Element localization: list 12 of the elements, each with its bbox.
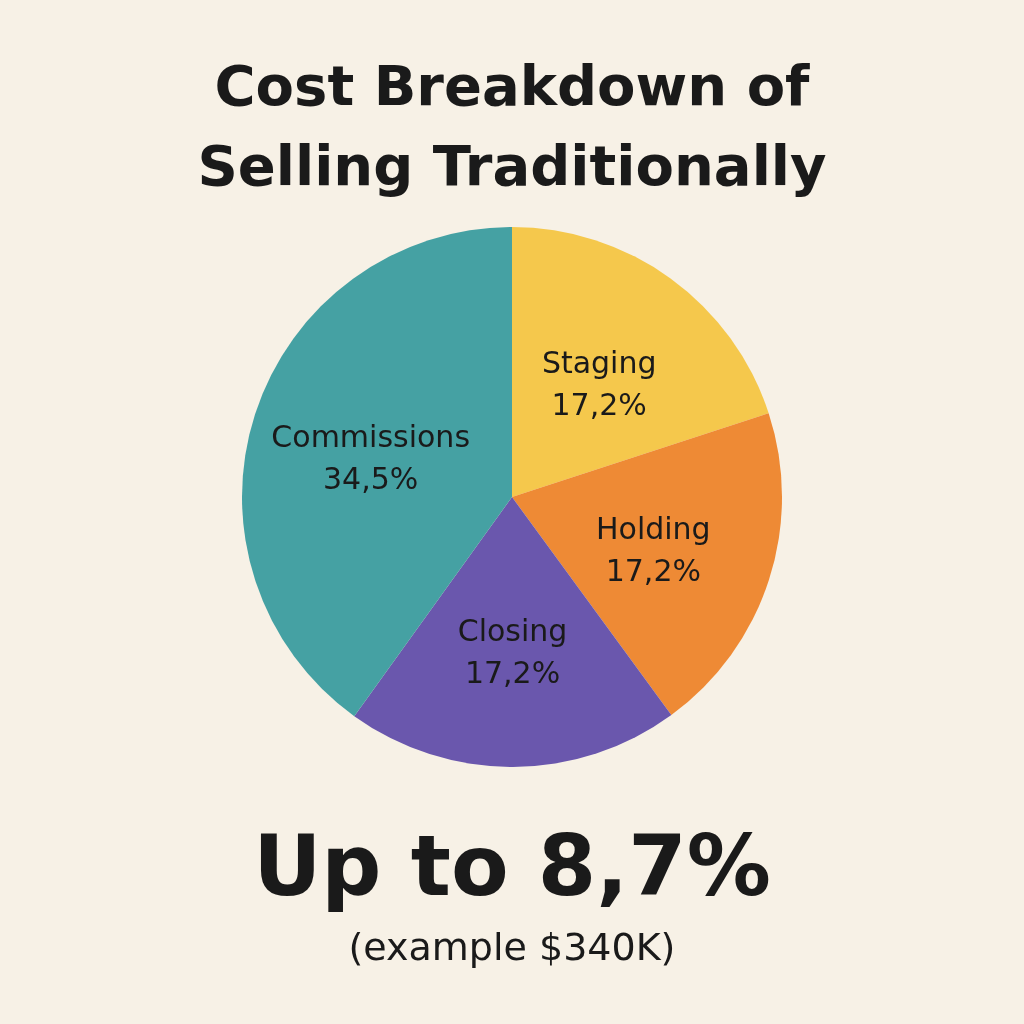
chart-title: Cost Breakdown of Selling Traditionally [197, 53, 827, 198]
data-label: 34,5% [323, 461, 419, 497]
text: Up to 8,7% [253, 817, 771, 915]
data-label: 17,2% [605, 552, 701, 588]
slice-label: Commissions [271, 419, 471, 455]
slice-label: Closing [457, 613, 568, 649]
slice-label: Holding [595, 510, 711, 546]
data-label: 17,2% [464, 655, 561, 691]
text: (example $340K) [348, 925, 676, 969]
slice-label: Staging [541, 344, 657, 380]
pie-slice [512, 227, 769, 497]
data-label: 17,2% [551, 386, 647, 422]
